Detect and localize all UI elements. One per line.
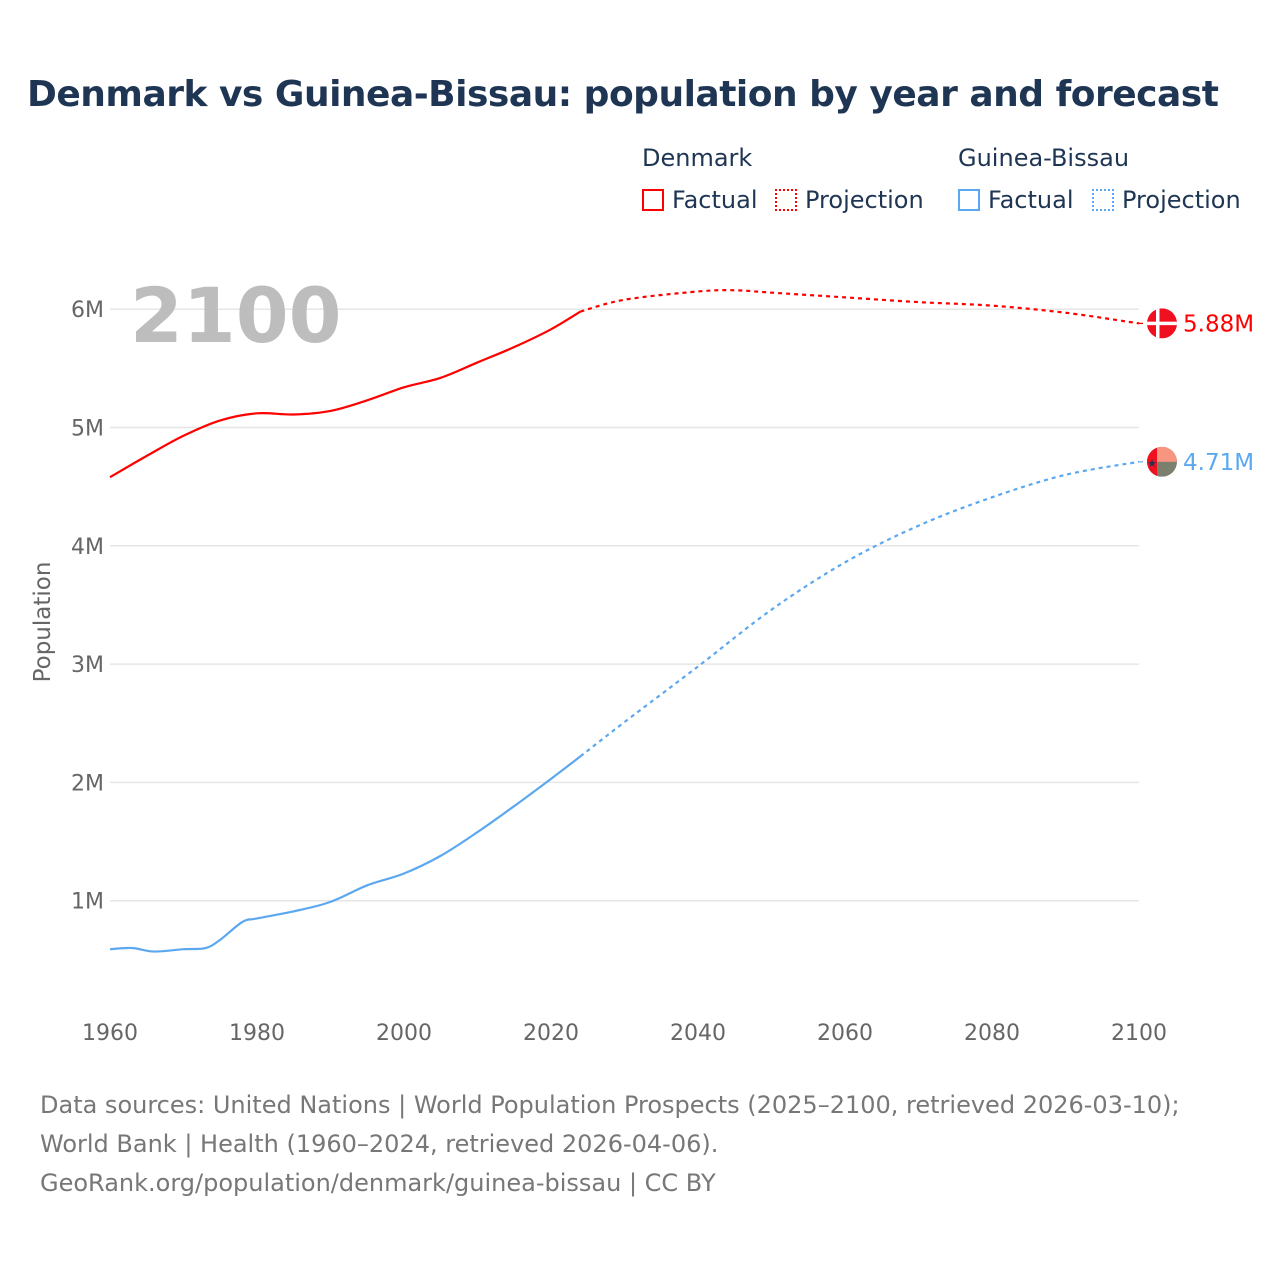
legend-guinea-bissau-factual[interactable]: Factual [958, 186, 1074, 214]
legend-guinea-bissau-heading: Guinea-Bissau [958, 144, 1130, 172]
chart-title: Denmark vs Guinea-Bissau: population by … [27, 74, 1219, 115]
flag-yellow [1157, 446, 1177, 462]
end-value-label: 5.88M [1183, 311, 1254, 337]
x-tick-label: 2000 [376, 1021, 432, 1046]
denmark-projection-line [580, 289, 1140, 325]
x-tick-label: 2020 [523, 1021, 579, 1046]
legend-guinea-bissau-projection[interactable]: Projection [1092, 186, 1241, 214]
x-tick-label: 2060 [817, 1021, 873, 1046]
y-tick-label: 4M [71, 535, 104, 560]
data-sources: Data sources: United Nations | World Pop… [40, 1091, 1180, 1158]
guinea-bissau-projection-line [579, 460, 1140, 758]
x-tick-label: 1960 [82, 1021, 138, 1046]
year-watermark: 2100 [130, 271, 342, 360]
legend-denmark-projection[interactable]: Projection [775, 186, 924, 214]
legend-denmark-factual[interactable]: Factual [642, 186, 758, 214]
x-tick-label: 2040 [670, 1021, 726, 1046]
flag-red [1147, 446, 1157, 477]
y-axis-label: Population [30, 562, 56, 683]
y-tick-label: 6M [71, 298, 104, 323]
y-tick-label: 3M [71, 653, 104, 678]
guinea-bissau-factual-line [109, 755, 582, 953]
flag-cross-h [1147, 321, 1177, 326]
x-tick-label: 2100 [1111, 1021, 1167, 1046]
legend-label: Factual [988, 186, 1074, 214]
y-tick-label: 2M [71, 771, 104, 796]
footer: Data sources: United Nations | World Pop… [40, 1086, 1240, 1203]
x-tick-label: 2080 [964, 1021, 1020, 1046]
legend-swatch [642, 189, 664, 211]
y-tick-label: 1M [71, 890, 104, 915]
flag-body: ★ [1147, 446, 1177, 477]
denmark-factual-line [109, 310, 581, 479]
denmark-flag-icon [1147, 308, 1177, 339]
flag-star: ★ [1147, 457, 1157, 470]
legend-label: Projection [805, 186, 924, 214]
source-link[interactable]: GeoRank.org/population/denmark/guinea-bi… [40, 1169, 716, 1197]
legend-label: Projection [1122, 186, 1241, 214]
legend-swatch [1092, 189, 1114, 211]
legend-label: Factual [672, 186, 758, 214]
legend-swatch [775, 189, 797, 211]
y-tick-label: 5M [71, 417, 104, 442]
x-tick-label: 1980 [229, 1021, 285, 1046]
legend-swatch [958, 189, 980, 211]
guinea-bissau-flag-icon: ★ [1147, 446, 1177, 477]
legend-denmark-heading: Denmark [642, 144, 753, 172]
flag-body [1147, 308, 1177, 339]
end-value-label: 4.71M [1183, 450, 1254, 476]
